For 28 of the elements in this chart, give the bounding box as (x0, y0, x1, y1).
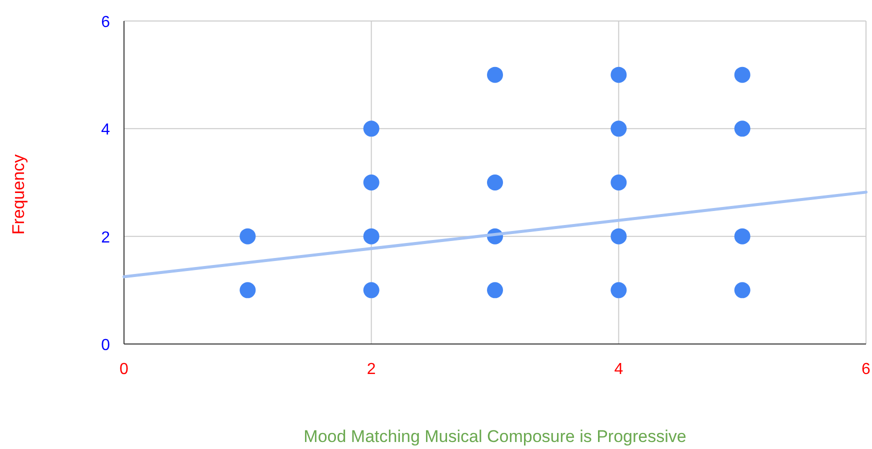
point (363, 228, 380, 244)
point (610, 228, 627, 244)
point (734, 228, 750, 244)
x-tick-label: 6 (862, 361, 871, 378)
point (734, 66, 750, 83)
x-tick-label: 4 (614, 361, 624, 378)
point (734, 120, 750, 137)
point (487, 282, 503, 298)
point (240, 228, 256, 244)
y-tick-label: 0 (101, 337, 110, 354)
point (610, 282, 627, 298)
point (487, 66, 503, 83)
point (610, 66, 627, 83)
x-tick-label: 2 (366, 361, 376, 378)
x-axis-title: Mood Matching Musical Composure is Progressive (304, 427, 686, 446)
y-tick-label: 2 (101, 229, 110, 246)
y-tick-label: 4 (101, 122, 110, 139)
point (610, 174, 627, 190)
point (610, 120, 627, 137)
point (734, 282, 750, 298)
point (363, 120, 380, 137)
x-tick-label: 0 (120, 361, 129, 378)
point (363, 282, 380, 298)
point (487, 174, 503, 190)
y-axis-title: Frequency (9, 154, 28, 235)
point (363, 174, 380, 190)
y-tick-label: 6 (101, 14, 110, 31)
point (240, 282, 256, 298)
